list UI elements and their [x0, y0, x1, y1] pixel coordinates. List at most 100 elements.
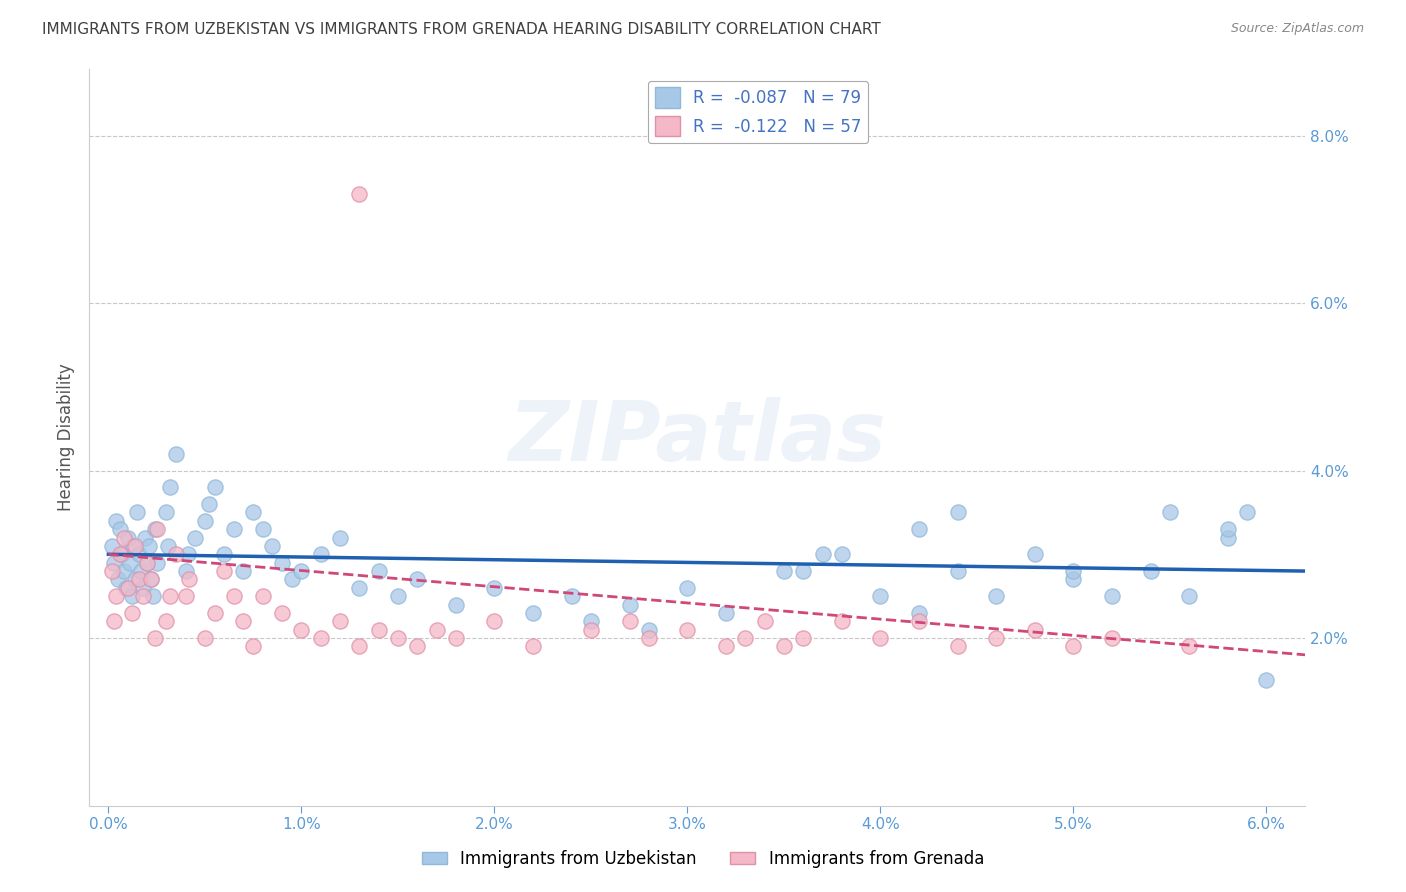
Point	[811, 547, 834, 561]
Point	[1159, 505, 1181, 519]
Point	[1178, 640, 1201, 654]
Point	[242, 640, 264, 654]
Point	[484, 615, 506, 629]
Point	[986, 631, 1008, 645]
Point	[561, 589, 583, 603]
Point	[619, 615, 641, 629]
Point	[122, 539, 145, 553]
Point	[579, 615, 602, 629]
Point	[773, 564, 796, 578]
Point	[387, 589, 409, 603]
Point	[107, 573, 129, 587]
Point	[734, 631, 756, 645]
Point	[773, 640, 796, 654]
Point	[142, 589, 165, 603]
Point	[946, 640, 969, 654]
Point	[831, 615, 853, 629]
Point	[129, 564, 152, 578]
Point	[159, 480, 181, 494]
Point	[222, 589, 245, 603]
Point	[252, 589, 274, 603]
Point	[946, 564, 969, 578]
Point	[108, 522, 131, 536]
Point	[1024, 623, 1046, 637]
Point	[367, 564, 389, 578]
Point	[637, 631, 659, 645]
Point	[143, 631, 166, 645]
Point	[132, 589, 155, 603]
Point	[143, 522, 166, 536]
Text: IMMIGRANTS FROM UZBEKISTAN VS IMMIGRANTS FROM GRENADA HEARING DISABILITY CORRELA: IMMIGRANTS FROM UZBEKISTAN VS IMMIGRANTS…	[42, 22, 882, 37]
Point	[145, 522, 167, 536]
Point	[271, 606, 294, 620]
Point	[1062, 564, 1084, 578]
Text: ZIPatlas: ZIPatlas	[508, 397, 886, 477]
Point	[103, 556, 125, 570]
Point	[714, 640, 737, 654]
Point	[232, 564, 254, 578]
Point	[103, 615, 125, 629]
Legend: R =  -0.087   N = 79, R =  -0.122   N = 57: R = -0.087 N = 79, R = -0.122 N = 57	[648, 80, 868, 143]
Text: Source: ZipAtlas.com: Source: ZipAtlas.com	[1230, 22, 1364, 36]
Point	[155, 505, 177, 519]
Point	[676, 623, 699, 637]
Point	[117, 531, 139, 545]
Point	[619, 598, 641, 612]
Point	[1178, 589, 1201, 603]
Point	[197, 497, 219, 511]
Point	[1062, 573, 1084, 587]
Legend: Immigrants from Uzbekistan, Immigrants from Grenada: Immigrants from Uzbekistan, Immigrants f…	[415, 844, 991, 875]
Point	[121, 606, 143, 620]
Point	[908, 606, 931, 620]
Point	[252, 522, 274, 536]
Point	[108, 547, 131, 561]
Point	[290, 564, 312, 578]
Point	[579, 623, 602, 637]
Point	[280, 573, 302, 587]
Point	[444, 631, 467, 645]
Point	[1256, 673, 1278, 687]
Point	[792, 631, 814, 645]
Point	[309, 631, 332, 645]
Point	[792, 564, 814, 578]
Point	[184, 531, 207, 545]
Point	[138, 539, 160, 553]
Point	[1101, 631, 1123, 645]
Point	[242, 505, 264, 519]
Point	[406, 573, 429, 587]
Y-axis label: Hearing Disability: Hearing Disability	[58, 363, 75, 511]
Point	[124, 539, 146, 553]
Point	[1236, 505, 1258, 519]
Point	[204, 606, 226, 620]
Point	[946, 505, 969, 519]
Point	[128, 547, 150, 561]
Point	[522, 640, 544, 654]
Point	[406, 640, 429, 654]
Point	[101, 539, 124, 553]
Point	[127, 505, 149, 519]
Point	[145, 556, 167, 570]
Point	[124, 573, 146, 587]
Point	[232, 615, 254, 629]
Point	[105, 589, 128, 603]
Point	[1216, 531, 1239, 545]
Point	[117, 581, 139, 595]
Point	[444, 598, 467, 612]
Point	[174, 564, 197, 578]
Point	[194, 514, 217, 528]
Point	[136, 556, 159, 570]
Point	[155, 615, 177, 629]
Point	[908, 522, 931, 536]
Point	[101, 564, 124, 578]
Point	[204, 480, 226, 494]
Point	[754, 615, 776, 629]
Point	[484, 581, 506, 595]
Point	[329, 531, 352, 545]
Point	[387, 631, 409, 645]
Point	[908, 615, 931, 629]
Point	[165, 447, 187, 461]
Point	[159, 589, 181, 603]
Point	[118, 556, 141, 570]
Point	[349, 187, 371, 202]
Point	[139, 573, 162, 587]
